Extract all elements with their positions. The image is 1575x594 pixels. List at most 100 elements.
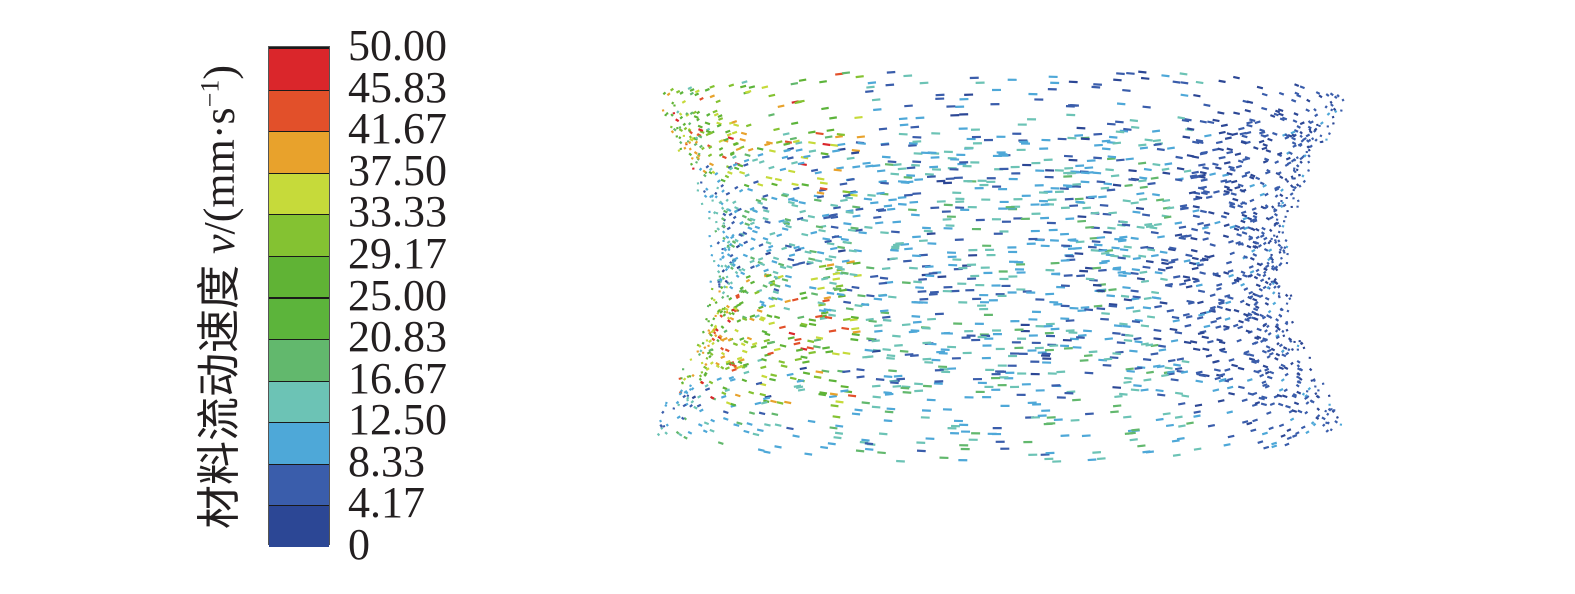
velocity-vector <box>756 308 763 313</box>
velocity-vector <box>771 296 778 301</box>
velocity-vector <box>1281 329 1285 333</box>
velocity-vector <box>821 277 829 281</box>
velocity-vector <box>670 113 674 117</box>
velocity-vector <box>1185 315 1193 319</box>
velocity-vector <box>1226 410 1233 415</box>
velocity-vector <box>886 407 896 411</box>
velocity-vector <box>1106 294 1115 298</box>
velocity-vector <box>730 266 734 271</box>
velocity-vector <box>1119 248 1129 252</box>
velocity-vector <box>703 346 707 350</box>
velocity-vector <box>760 345 768 350</box>
velocity-vector <box>719 310 724 314</box>
velocity-vector <box>1272 280 1276 284</box>
velocity-vector <box>1147 315 1156 319</box>
velocity-vector <box>1080 306 1090 309</box>
velocity-vector <box>1069 204 1079 208</box>
velocity-vector <box>752 209 758 214</box>
velocity-vector <box>1128 169 1137 173</box>
velocity-vector <box>1133 336 1142 341</box>
velocity-vector <box>1212 118 1220 123</box>
velocity-vector <box>710 323 714 327</box>
velocity-vector <box>1199 120 1207 124</box>
velocity-vector <box>1284 442 1290 447</box>
velocity-vector <box>766 140 773 145</box>
colorbar-title: 材料流动速度 v/(mm·s−1) <box>195 65 244 529</box>
velocity-vector <box>1226 150 1234 155</box>
velocity-vector <box>910 354 919 357</box>
velocity-vector <box>1246 216 1253 221</box>
velocity-vector <box>901 385 911 389</box>
velocity-vector <box>916 449 926 453</box>
velocity-vector <box>771 260 778 264</box>
velocity-vector <box>1228 358 1235 362</box>
velocity-vector <box>714 171 719 176</box>
velocity-vector <box>1229 225 1236 229</box>
velocity-vector <box>1126 369 1135 373</box>
velocity-vector <box>1249 118 1256 123</box>
velocity-vector <box>808 149 817 153</box>
velocity-vector <box>743 370 750 375</box>
velocity-vector <box>748 85 756 89</box>
velocity-vector <box>811 292 819 296</box>
velocity-vector <box>1153 337 1162 341</box>
velocity-vector <box>1243 287 1249 291</box>
velocity-vector <box>822 237 831 241</box>
velocity-vector <box>1266 168 1271 173</box>
velocity-vector <box>685 112 689 116</box>
velocity-vector <box>1246 421 1253 426</box>
velocity-vector <box>845 307 854 311</box>
velocity-vector <box>1260 134 1267 138</box>
velocity-vector <box>684 141 688 145</box>
velocity-vector <box>1092 171 1102 175</box>
velocity-vector <box>1195 370 1203 375</box>
velocity-vector <box>697 394 702 399</box>
velocity-vector <box>1076 126 1086 130</box>
velocity-vector <box>1277 284 1281 288</box>
velocity-vector <box>732 155 737 160</box>
velocity-vector <box>801 232 809 237</box>
velocity-vector <box>883 375 893 379</box>
velocity-vector <box>828 394 837 399</box>
velocity-vector <box>1191 256 1199 261</box>
velocity-vector <box>922 226 931 230</box>
velocity-vector <box>1268 426 1274 431</box>
velocity-vector <box>1278 91 1285 96</box>
velocity-vector <box>1084 371 1094 375</box>
velocity-vector <box>1331 409 1335 414</box>
velocity-vector <box>898 117 908 121</box>
velocity-vector <box>1180 234 1188 239</box>
velocity-vector <box>747 226 753 231</box>
velocity-vector <box>697 352 701 357</box>
velocity-vector <box>792 434 800 438</box>
velocity-vector <box>1279 248 1282 252</box>
velocity-vector <box>893 374 903 378</box>
velocity-vector <box>1282 249 1286 253</box>
velocity-vector <box>1248 236 1254 241</box>
velocity-vector <box>852 261 861 265</box>
velocity-vector <box>1110 174 1120 178</box>
velocity-vector <box>1101 139 1111 143</box>
velocity-vector <box>1294 91 1300 96</box>
velocity-vector <box>1218 130 1226 135</box>
velocity-vector <box>725 129 731 134</box>
velocity-vector <box>911 315 921 318</box>
velocity-vector <box>1278 343 1283 348</box>
velocity-vector <box>1240 201 1246 206</box>
velocity-vector <box>1283 246 1287 250</box>
velocity-vector <box>1331 115 1335 119</box>
velocity-vector <box>1199 311 1207 316</box>
velocity-vector <box>1132 295 1141 299</box>
velocity-vector <box>1091 240 1101 244</box>
velocity-vector <box>879 276 889 280</box>
velocity-vector <box>1257 440 1264 444</box>
velocity-vector <box>821 369 830 373</box>
velocity-vector <box>799 324 807 328</box>
velocity-vector <box>1286 309 1290 313</box>
velocity-vector <box>1284 177 1288 182</box>
velocity-vector <box>1280 188 1284 192</box>
velocity-vector <box>1160 277 1168 282</box>
velocity-vector <box>1077 334 1087 337</box>
velocity-vector <box>864 348 873 352</box>
velocity-vector <box>1108 211 1117 215</box>
